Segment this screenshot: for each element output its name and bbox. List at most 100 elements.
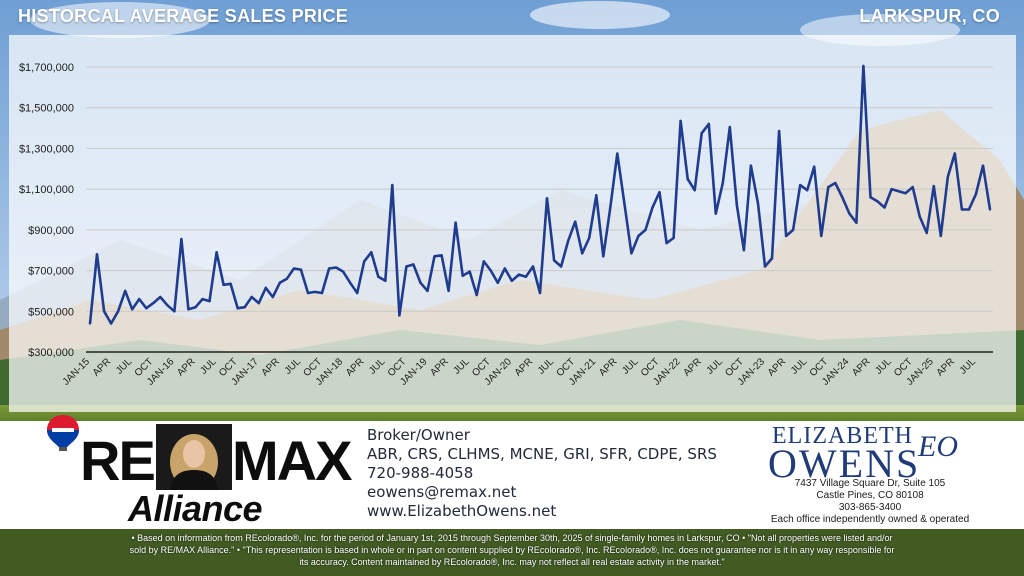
data-point (292, 267, 296, 270)
data-point (714, 212, 717, 215)
data-point (159, 295, 162, 299)
broker-email[interactable]: eowens@remax.net (367, 483, 517, 501)
y-tick-label: $1,300,000 (19, 143, 74, 155)
data-point (967, 208, 971, 211)
data-point (355, 291, 359, 295)
data-point (946, 175, 950, 179)
data-point (721, 181, 725, 185)
data-point (271, 295, 275, 299)
broker-title: Broker/Owner (367, 426, 470, 444)
data-point (552, 259, 556, 262)
logo-alliance-text: Alliance (128, 488, 263, 529)
data-point (904, 192, 907, 195)
data-point (791, 228, 795, 232)
data-point (960, 208, 964, 211)
data-point (700, 131, 703, 135)
data-point (798, 183, 802, 187)
data-point (911, 185, 914, 189)
data-point (918, 215, 921, 218)
data-point (440, 254, 443, 257)
data-point (313, 290, 317, 294)
data-point (433, 255, 436, 258)
data-point (637, 234, 640, 238)
data-point (707, 122, 710, 126)
data-point (426, 289, 429, 293)
broker-website[interactable]: www.ElizabethOwens.net (367, 502, 557, 520)
data-point (756, 202, 760, 205)
balloon-logo-icon (47, 415, 79, 451)
data-point (510, 279, 514, 282)
data-point (138, 297, 141, 301)
data-point (102, 310, 106, 313)
data-point (391, 183, 394, 187)
data-point (777, 129, 781, 133)
data-point (693, 188, 696, 192)
data-point (735, 204, 739, 207)
broker-phone[interactable]: 720-988-4058 (367, 464, 474, 482)
agent-photo (156, 424, 232, 490)
data-point (573, 220, 577, 223)
data-point (109, 322, 113, 325)
data-point (187, 308, 190, 311)
data-point (461, 274, 464, 277)
data-point (194, 306, 197, 309)
brand-monogram-icon: EO (918, 430, 958, 463)
office-address-line: 7437 Village Square Dr, Suite 105 (794, 478, 946, 489)
y-tick-label: $300,000 (28, 347, 74, 359)
data-point (651, 206, 654, 209)
data-point (377, 275, 380, 278)
data-point (334, 266, 338, 269)
office-city-line: Castle Pines, CO 80108 (816, 490, 924, 501)
data-point (897, 189, 900, 193)
data-point (770, 257, 774, 260)
data-point (890, 187, 893, 191)
data-point (609, 206, 612, 209)
data-point (862, 64, 865, 68)
data-point (939, 234, 942, 238)
data-point (398, 314, 401, 317)
data-point (363, 260, 366, 263)
data-point (222, 283, 225, 287)
data-point (784, 234, 788, 238)
data-point (229, 282, 232, 286)
data-point (876, 200, 879, 203)
data-point (243, 306, 246, 309)
data-point (749, 164, 753, 167)
data-point (623, 202, 626, 205)
data-point (827, 185, 830, 189)
office-phone: 303-865-3400 (838, 502, 902, 513)
data-point (419, 281, 422, 284)
y-tick-label: $1,700,000 (19, 62, 74, 74)
data-point (869, 196, 872, 199)
data-point (88, 322, 92, 325)
data-point (257, 301, 260, 305)
data-point (173, 310, 176, 313)
data-point (524, 275, 528, 278)
data-point (953, 152, 957, 155)
data-point (384, 279, 387, 282)
data-point (686, 177, 689, 181)
data-point (327, 267, 331, 270)
location-title: LARKSPUR, CO (859, 6, 1000, 26)
data-point (180, 237, 183, 241)
data-point (215, 251, 218, 254)
data-point (130, 308, 134, 311)
data-point (925, 231, 928, 235)
disclaimer-line: sold by RE/MAX Alliance." • "This repres… (129, 545, 895, 555)
data-point (482, 260, 485, 263)
sales-price-line-chart: $300,000 $500,000 $700,000 $900,000 $1,100,0… (18, 62, 993, 388)
data-point (559, 265, 563, 268)
data-point (848, 212, 851, 215)
data-point (988, 208, 992, 211)
data-point (545, 197, 549, 200)
page-title: HISTORCAL AVERAGE SALES PRICE (18, 6, 349, 26)
data-point (468, 270, 471, 273)
y-tick-label: $900,000 (28, 225, 74, 237)
data-point (580, 252, 584, 255)
data-point (264, 286, 267, 290)
data-point (285, 277, 289, 280)
y-tick-label: $500,000 (28, 306, 74, 318)
data-point (981, 164, 985, 167)
data-point (672, 236, 675, 240)
data-point (974, 193, 978, 196)
